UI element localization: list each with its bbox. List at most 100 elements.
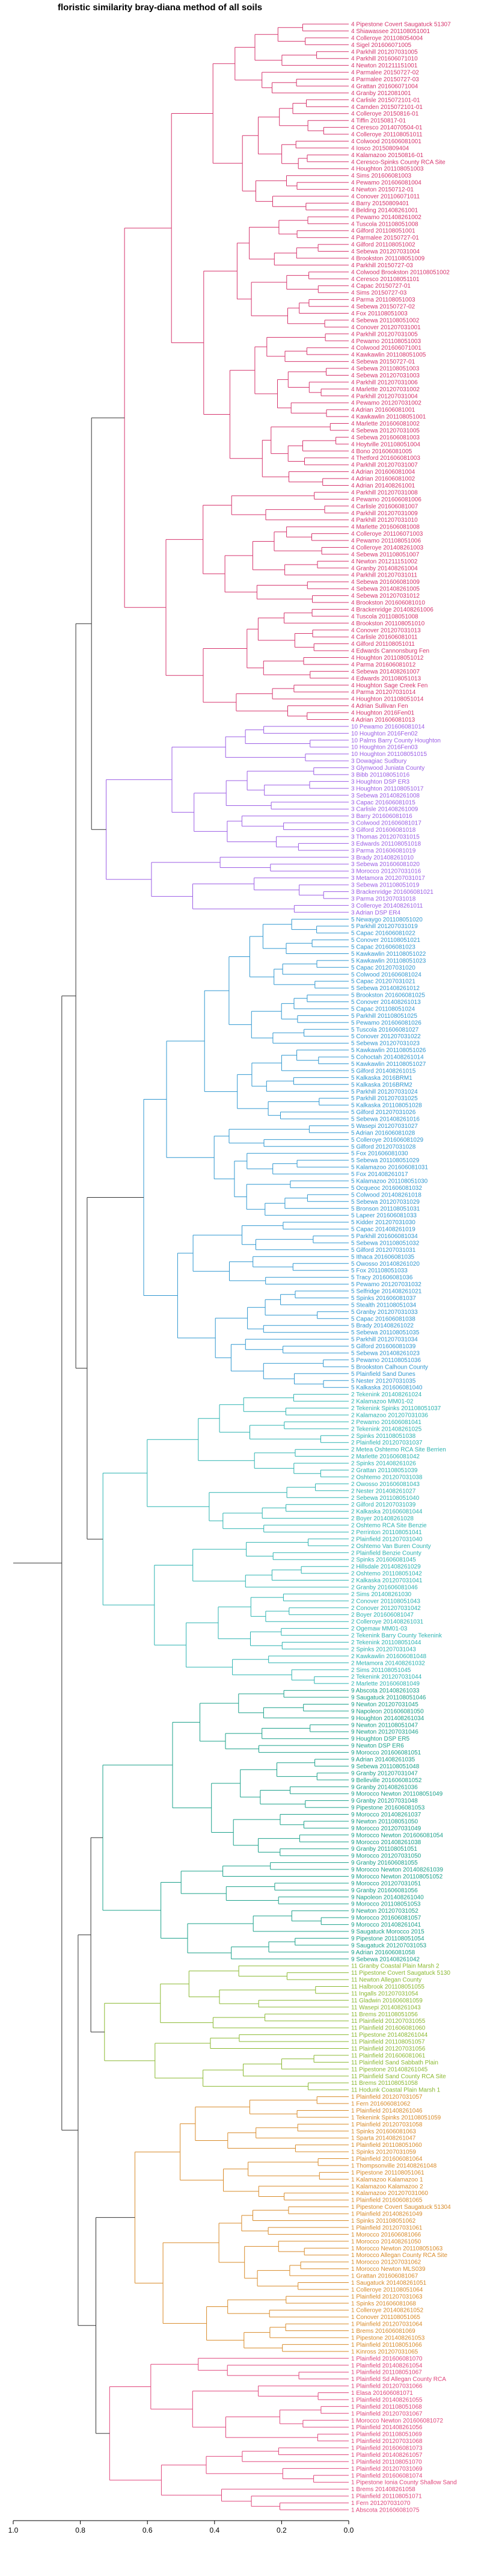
leaf-label: 3 Houghton 201108051017 bbox=[351, 785, 424, 792]
leaf-label: 9 Morocco Newton 201108051049 bbox=[351, 1791, 443, 1798]
leaf-label: 4 Sebewa 201207031003 bbox=[351, 373, 420, 379]
leaf-label: 2 Colleroye 201408261031 bbox=[351, 1619, 424, 1626]
leaf-label: 2 Kalamazoo MM01-02 bbox=[351, 1399, 414, 1405]
leaf-label: 2 Gilford 201207031039 bbox=[351, 1502, 416, 1508]
leaf-label: 2 Tekenink 201408261025 bbox=[351, 1426, 422, 1432]
leaf-label: 1 Kinross 201207031065 bbox=[351, 2348, 418, 2355]
leaf-label: 4 Conover 201207031001 bbox=[351, 324, 421, 331]
leaf-label: 4 Kalamazoo 20150816-01 bbox=[351, 152, 424, 159]
leaf-label: 2 Nester 201408261027 bbox=[351, 1488, 416, 1494]
leaf-label: 5 Ithaca 201606081035 bbox=[351, 1254, 415, 1260]
leaf-label: 1 Plainfield 201108051066 bbox=[351, 2342, 422, 2348]
leaf-label: 5 Conover 201108051021 bbox=[351, 937, 420, 944]
leaf-label: 3 Bibb 201108051016 bbox=[351, 772, 410, 779]
leaf-label: 5 Nester 201207031035 bbox=[351, 1378, 416, 1384]
leaf-label: 5 Kalkaska 201606081040 bbox=[351, 1385, 423, 1392]
leaf-label: 11 Plainfield 201207031055 bbox=[351, 2018, 426, 2025]
leaf-label: 5 Kalamazoo 201606081031 bbox=[351, 1165, 428, 1171]
leaf-label: 5 Capac 201207031020 bbox=[351, 965, 415, 971]
leaf-label: 5 Capac 201606081023 bbox=[351, 944, 415, 951]
leaf-label: 1 Colleroye 201408261052 bbox=[351, 2308, 424, 2314]
leaf-label: 5 Colwood 201408261018 bbox=[351, 1192, 421, 1198]
leaf-label: 5 Brookston Calhoun County bbox=[351, 1364, 428, 1370]
leaf-label: 3 Sebewa 201606081020 bbox=[351, 861, 420, 868]
leaf-label: 4 Sebewa 201408261005 bbox=[351, 586, 420, 593]
leaf-label: 1 Plainfield 201108051069 bbox=[351, 2432, 422, 2438]
leaf-label: 4 Parkhill 201207031007 bbox=[351, 462, 418, 469]
leaf-label: 4 Shiawassee 201108051001 bbox=[351, 28, 430, 35]
leaf-label: 1 Brems 201606081069 bbox=[351, 2328, 415, 2335]
leaf-label: 2 Spinks 201606081045 bbox=[351, 1557, 416, 1564]
leaf-label: 4 Houghton Sage Creek Fen bbox=[351, 683, 427, 689]
leaf-label: 5 Colwood 201606081024 bbox=[351, 971, 421, 978]
leaf-label: 2 Owosso 201606081043 bbox=[351, 1481, 420, 1488]
leaf-label: 11 Plainfield Sand Sabbath Plain bbox=[351, 2060, 438, 2066]
leaf-label: 4 Adrian 201408261001 bbox=[351, 483, 415, 489]
leaf-label: 11 Brems 201108051056 bbox=[351, 2011, 418, 2018]
leaf-label: 5 Fox 201408261017 bbox=[351, 1171, 408, 1178]
leaf-label: 5 Pewamo 201108051036 bbox=[351, 1357, 421, 1364]
leaf-label: 4 Conover 201106071011 bbox=[351, 194, 420, 200]
leaf-label: 11 Brems 201108051058 bbox=[351, 2080, 418, 2087]
leaf-label: 11 Plainfield 201207031056 bbox=[351, 2046, 426, 2052]
x-tick-label: 0.4 bbox=[209, 2526, 219, 2534]
leaf-label: 3 Capac 201606081015 bbox=[351, 799, 415, 806]
leaf-label: 5 Sebewa 201408261012 bbox=[351, 985, 420, 992]
leaf-label: 4 Parma 201606081012 bbox=[351, 662, 416, 669]
x-tick-label: 1.0 bbox=[8, 2526, 19, 2534]
leaf-label: 1 Plainfield 201606081070 bbox=[351, 2356, 423, 2362]
leaf-label: 4 Barry 20150809401 bbox=[351, 200, 409, 207]
leaf-label: 9 Morocco 201207031050 bbox=[351, 1853, 421, 1860]
leaf-label: 4 Parkhill 201207031006 bbox=[351, 379, 418, 386]
leaf-label: 1 Plainfield 201408261056 bbox=[351, 2424, 423, 2431]
leaf-label: 9 Morocco Newton 201108051052 bbox=[351, 1874, 443, 1880]
leaf-label: 5 Wasepi 201207031027 bbox=[351, 1123, 418, 1130]
leaf-label: 5 Sebewa 201408261023 bbox=[351, 1351, 420, 1357]
leaf-label: 4 Pewamo 201606081006 bbox=[351, 497, 421, 503]
leaf-label: 5 Brady 201408261022 bbox=[351, 1323, 414, 1330]
leaf-label: 2 Oshtemo 201207031038 bbox=[351, 1474, 423, 1481]
leaf-label: 9 Newton 201108051047 bbox=[351, 1722, 418, 1729]
leaf-label: 11 Halbrook 201108051055 bbox=[351, 1984, 424, 1990]
leaf-label: 11 Pipestone 201408261045 bbox=[351, 2066, 428, 2073]
leaf-label: 2 Tekenink 201207031044 bbox=[351, 1674, 422, 1680]
leaf-label: 4 Adrian 201606081013 bbox=[351, 717, 415, 723]
leaf-label: 10 Houghton 2016Fen02 bbox=[351, 731, 418, 737]
leaf-label: 4 Sebewa 201207031005 bbox=[351, 428, 420, 435]
x-tick-label: 0.8 bbox=[75, 2526, 85, 2534]
leaf-label: 5 Owosso 201408261020 bbox=[351, 1261, 420, 1268]
leaf-label: 5 Stealth 201108051034 bbox=[351, 1302, 417, 1308]
leaf-label: 4 Gilford 201108051001 bbox=[351, 228, 415, 235]
leaf-label: 5 Sebewa 201408261016 bbox=[351, 1116, 420, 1123]
leaf-label: 9 Morocco Newton 201606081054 bbox=[351, 1832, 443, 1839]
leaf-label: 2 Plainfield Benzie County bbox=[351, 1550, 421, 1556]
leaf-label: 9 Belleville 201606081052 bbox=[351, 1777, 422, 1784]
leaf-label: 9 Morocco 201207031049 bbox=[351, 1825, 421, 1832]
leaf-label: 4 Colleroye 201106071003 bbox=[351, 531, 423, 537]
leaf-label: 4 Colwood 201606081001 bbox=[351, 138, 421, 145]
leaf-label: 9 Morocco 201408261041 bbox=[351, 1922, 421, 1928]
leaf-label: 11 Newton Allegan County bbox=[351, 1977, 421, 1984]
leaf-label: 9 Napoleon 201408261040 bbox=[351, 1894, 424, 1901]
leaf-label: 9 Adrian 201408261035 bbox=[351, 1757, 415, 1763]
leaf-label: 4 Parkhill 20150727-03 bbox=[351, 262, 413, 269]
leaf-label: 1 Morocco 201207031062 bbox=[351, 2259, 421, 2266]
leaf-label: 3 Barry 201606081016 bbox=[351, 813, 412, 820]
leaf-label: 9 Morocco Newton 201408261039 bbox=[351, 1867, 443, 1874]
leaf-label: 5 Selfridge 201408261021 bbox=[351, 1289, 422, 1295]
leaf-label: 4 Brackenridge 201408261006 bbox=[351, 607, 434, 613]
leaf-label: 5 Kalkaska 2016BRM1 bbox=[351, 1075, 412, 1082]
leaf-label: 9 Newton 201207031046 bbox=[351, 1729, 418, 1736]
leaf-label: 4 Colleroye 201108051011 bbox=[351, 132, 423, 138]
leaf-label: 2 Spinks 201408261026 bbox=[351, 1461, 416, 1467]
leaf-label: 1 Plainfield 201207031064 bbox=[351, 2321, 423, 2328]
leaf-label: 5 Parkhill 201108051025 bbox=[351, 1013, 417, 1020]
leaf-label: 4 Marlette 201606081002 bbox=[351, 421, 420, 427]
leaf-label: 2 Pewamo 201606081041 bbox=[351, 1419, 421, 1426]
leaf-label: 5 Sebewa 201108051029 bbox=[351, 1157, 420, 1164]
leaf-label: 3 Parma 201207031018 bbox=[351, 896, 416, 902]
leaf-label: 2 Metea Oshtemo RCA Site Berrien bbox=[351, 1447, 446, 1454]
leaf-label: 11 Hodunk Coastal Plain Marsh 1 bbox=[351, 2087, 441, 2094]
leaf-label: 9 Abscota 201408261033 bbox=[351, 1688, 420, 1694]
